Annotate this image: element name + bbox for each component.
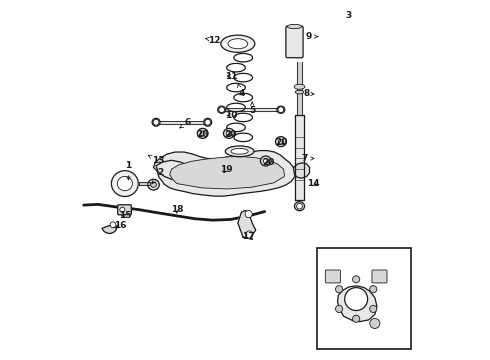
Circle shape <box>219 107 224 113</box>
Circle shape <box>353 276 360 283</box>
Polygon shape <box>155 121 209 124</box>
Ellipse shape <box>294 84 305 89</box>
Ellipse shape <box>260 156 271 166</box>
Ellipse shape <box>197 129 208 138</box>
Text: 5: 5 <box>249 102 255 114</box>
Text: 20: 20 <box>196 130 209 139</box>
Text: 6: 6 <box>179 118 191 128</box>
Ellipse shape <box>228 39 247 49</box>
Text: 19: 19 <box>220 165 233 174</box>
Ellipse shape <box>117 176 132 191</box>
Polygon shape <box>297 62 302 116</box>
FancyBboxPatch shape <box>118 205 131 215</box>
Polygon shape <box>156 160 195 181</box>
Circle shape <box>369 305 377 312</box>
Circle shape <box>153 120 159 125</box>
Ellipse shape <box>278 139 283 144</box>
Ellipse shape <box>295 90 304 94</box>
Bar <box>317 248 411 348</box>
Circle shape <box>245 231 253 238</box>
Ellipse shape <box>275 136 286 147</box>
Ellipse shape <box>111 171 138 197</box>
Ellipse shape <box>277 106 285 113</box>
Polygon shape <box>338 286 377 321</box>
Text: 14: 14 <box>307 179 319 188</box>
Polygon shape <box>190 157 231 173</box>
Text: 12: 12 <box>205 36 221 45</box>
Text: 4: 4 <box>238 84 245 98</box>
Ellipse shape <box>152 118 160 126</box>
Circle shape <box>110 222 116 228</box>
Circle shape <box>369 285 377 293</box>
Ellipse shape <box>223 129 234 138</box>
Text: 8: 8 <box>304 89 314 98</box>
Text: 16: 16 <box>114 221 126 230</box>
Polygon shape <box>170 157 285 189</box>
FancyBboxPatch shape <box>286 26 303 58</box>
Circle shape <box>296 203 302 209</box>
Text: 17: 17 <box>242 232 255 241</box>
Circle shape <box>344 288 368 311</box>
Ellipse shape <box>231 148 248 154</box>
Circle shape <box>336 305 343 312</box>
Text: 1: 1 <box>125 161 132 180</box>
Ellipse shape <box>151 182 156 187</box>
Wedge shape <box>102 226 117 233</box>
Text: 15: 15 <box>119 211 131 220</box>
Circle shape <box>278 107 284 113</box>
Ellipse shape <box>263 159 269 163</box>
Text: 2: 2 <box>152 168 164 184</box>
Circle shape <box>370 319 380 328</box>
Ellipse shape <box>218 106 225 113</box>
Text: 20: 20 <box>224 130 237 139</box>
Polygon shape <box>238 211 256 237</box>
Text: 7: 7 <box>301 154 314 163</box>
Polygon shape <box>139 182 150 185</box>
Text: 3: 3 <box>346 10 352 19</box>
FancyBboxPatch shape <box>372 270 387 283</box>
Polygon shape <box>220 108 283 111</box>
Ellipse shape <box>148 179 159 190</box>
Ellipse shape <box>294 202 304 211</box>
Text: 10: 10 <box>225 111 238 120</box>
Circle shape <box>120 207 125 212</box>
Circle shape <box>353 315 360 322</box>
Polygon shape <box>294 163 310 178</box>
Polygon shape <box>153 150 295 196</box>
Ellipse shape <box>221 35 255 52</box>
Circle shape <box>205 120 211 125</box>
Circle shape <box>245 211 252 218</box>
Text: 9: 9 <box>306 32 318 41</box>
Ellipse shape <box>200 131 205 136</box>
Polygon shape <box>295 116 304 200</box>
Ellipse shape <box>204 118 212 126</box>
Text: 13: 13 <box>148 155 165 165</box>
Text: 20: 20 <box>262 158 274 167</box>
Text: 11: 11 <box>225 72 238 81</box>
Ellipse shape <box>287 24 302 29</box>
Text: 18: 18 <box>171 205 183 214</box>
Ellipse shape <box>225 146 254 157</box>
Ellipse shape <box>226 131 231 136</box>
Circle shape <box>336 285 343 293</box>
FancyBboxPatch shape <box>325 270 341 283</box>
Text: 20: 20 <box>276 138 288 147</box>
